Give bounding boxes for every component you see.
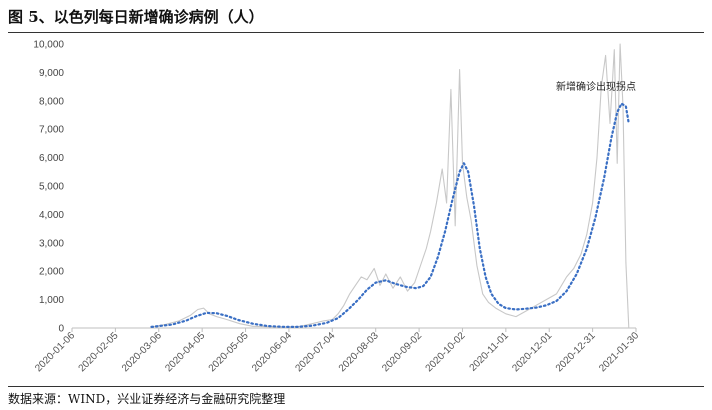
line-chart: 0 1,000 2,000 3,000 4,000 5,000 6,000 7,000 8,00… [33,40,641,375]
x-tick-label: 2021-01-30 [597,330,641,374]
x-tick-label: 2020-09-02 [380,330,424,374]
x-tick-label: 2020-01-06 [33,330,77,374]
y-axis: 0 1,000 2,000 3,000 4,000 5,000 6,000 7,000 8,00… [33,40,64,335]
series-layer [150,43,630,329]
x-tick-label: 2020-07-04 [293,330,337,374]
y-tick-label: 10,000 [33,40,64,51]
y-tick-label: 3,000 [39,238,64,249]
x-tick-label: 2020-03-06 [120,330,164,374]
y-tick-label: 5,000 [39,182,64,193]
figure-title: 图 5、以色列每日新增确诊病例（人） [8,8,264,26]
x-tick-label: 2020-05-05 [207,330,251,374]
bottom-rule [8,386,704,387]
y-tick-label: 8,000 [39,96,64,107]
source-note: 数据来源：WIND，兴业证券经济与金融研究院整理 [8,392,286,406]
series-line-trend [150,102,630,328]
x-tick-label: 2020-12-31 [554,330,598,374]
x-tick-label: 2020-04-05 [163,330,207,374]
y-tick-label: 2,000 [39,267,64,278]
x-tick-label: 2020-02-05 [77,330,121,374]
y-tick-label: 6,000 [39,153,64,164]
x-tick-label: 2020-11-01 [468,330,512,374]
x-axis: 2020-01-06 2020-02-05 2020-03-06 2020-04-05… [33,327,641,374]
x-tick-label: 2020-06-04 [250,330,294,374]
top-rule [8,32,704,33]
y-tick-label: 7,000 [39,125,64,136]
x-tick-label: 2020-08-03 [337,330,381,374]
y-tick-label: 9,000 [39,68,64,79]
y-tick-label: 1,000 [39,295,64,306]
annotation-label: 新增确诊出现拐点 [556,80,636,93]
y-tick-label: 4,000 [39,210,64,221]
x-tick-label: 2020-10-02 [424,330,468,374]
y-tick-label: 0 [58,324,64,335]
x-tick-label: 2020-12-01 [510,330,554,374]
